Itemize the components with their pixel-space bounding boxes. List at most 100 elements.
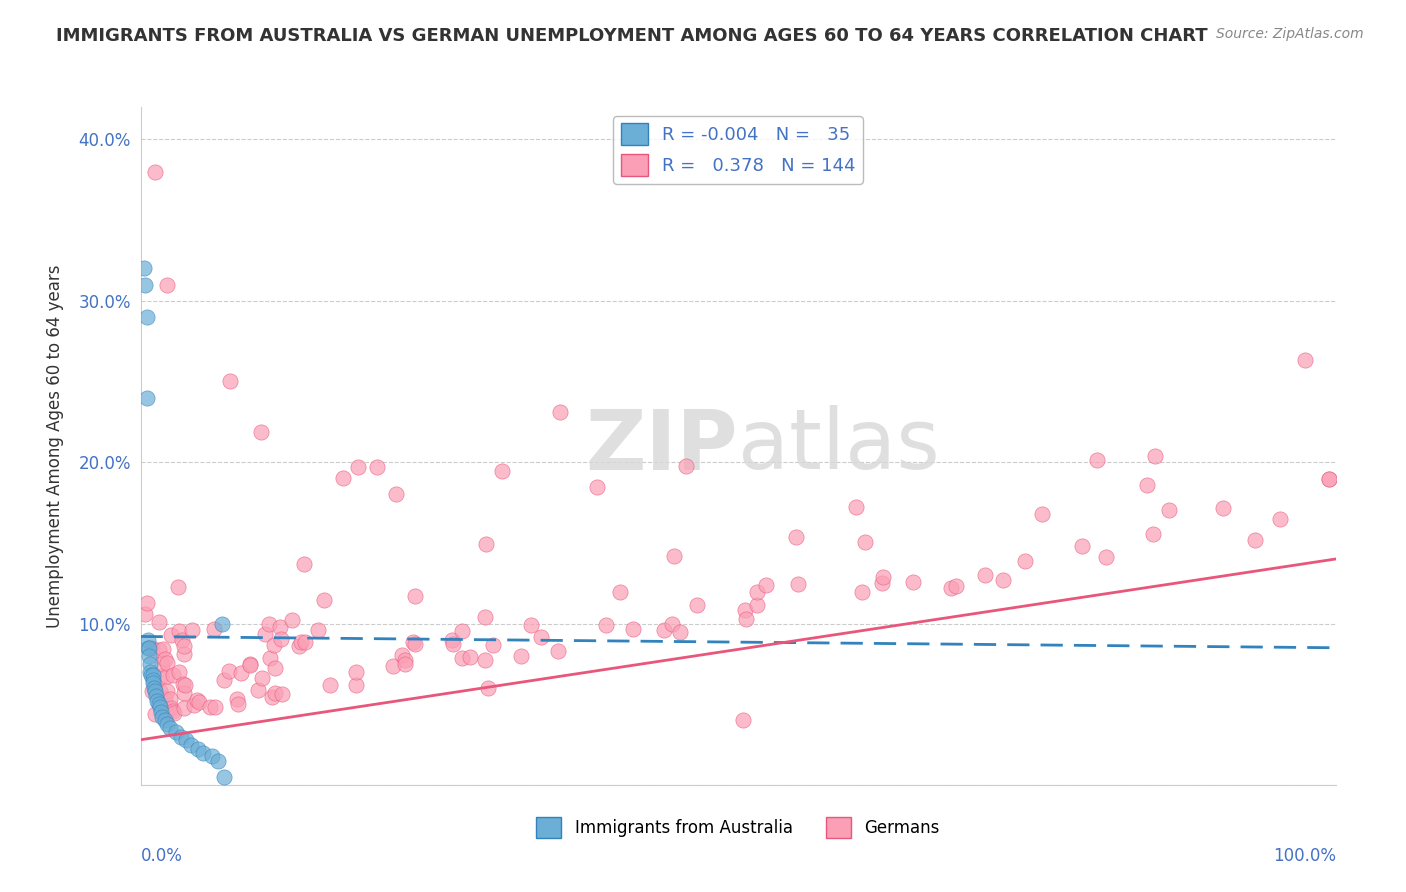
Point (160, 627, 183, 641)
Point (149, 700, 172, 714)
Point (162, 667, 184, 681)
Text: 0.0%: 0.0% (141, 847, 183, 865)
Point (135, 391, 157, 405)
Point (451, 651, 474, 665)
Point (394, 653, 416, 667)
Point (180, 624, 202, 638)
Point (259, 651, 281, 665)
Point (134, 277, 156, 292)
Y-axis label: Unemployment Among Ages 60 to 64 years: Unemployment Among Ages 60 to 64 years (46, 264, 65, 628)
Point (872, 570, 894, 584)
Point (1142, 527, 1164, 541)
Point (219, 375, 242, 389)
Point (141, 668, 163, 682)
Point (734, 602, 756, 616)
Point (174, 732, 197, 747)
Point (609, 584, 631, 599)
Point (991, 573, 1014, 587)
Point (945, 579, 967, 593)
Point (481, 638, 503, 652)
Point (149, 669, 172, 683)
Point (1031, 508, 1053, 522)
Point (159, 692, 181, 706)
Point (1071, 539, 1094, 553)
Point (153, 691, 176, 706)
Point (250, 425, 273, 440)
Point (264, 686, 287, 700)
Point (270, 632, 292, 647)
Point (139, 657, 162, 671)
Point (170, 633, 193, 648)
Point (903, 575, 925, 590)
Point (159, 701, 181, 715)
Point (474, 653, 496, 667)
Point (332, 471, 354, 485)
Point (262, 690, 284, 705)
Point (319, 678, 342, 692)
Point (288, 639, 311, 653)
Point (1144, 450, 1167, 464)
Point (187, 742, 209, 756)
Point (166, 724, 188, 739)
Point (1135, 477, 1157, 491)
Point (173, 686, 195, 700)
Point (166, 580, 188, 594)
Point (180, 738, 202, 752)
Point (853, 535, 876, 549)
Point (346, 665, 368, 680)
Point (148, 642, 170, 657)
Point (312, 593, 335, 607)
Point (212, 673, 235, 687)
Point (786, 577, 808, 591)
Point (167, 624, 190, 638)
Point (138, 648, 160, 663)
Point (402, 635, 425, 649)
Point (183, 698, 205, 713)
Point (172, 677, 194, 691)
Point (1014, 554, 1036, 568)
Point (207, 754, 229, 768)
Point (141, 668, 163, 682)
Point (254, 627, 277, 641)
Point (170, 730, 193, 744)
Point (394, 657, 416, 672)
Point (547, 643, 569, 657)
Text: ZIP: ZIP (586, 406, 738, 486)
Point (474, 610, 496, 624)
Point (155, 277, 177, 292)
Point (269, 620, 291, 634)
Point (381, 659, 404, 673)
Point (675, 459, 697, 474)
Point (156, 656, 179, 670)
Point (156, 669, 179, 683)
Point (156, 716, 179, 731)
Point (202, 622, 225, 636)
Point (200, 699, 222, 714)
Point (366, 459, 388, 474)
Point (191, 746, 214, 760)
Point (870, 575, 893, 590)
Point (973, 568, 995, 582)
Point (143, 684, 166, 698)
Point (586, 480, 609, 494)
Point (141, 673, 163, 687)
Point (252, 671, 274, 685)
Point (153, 651, 176, 665)
Point (239, 657, 262, 671)
Point (307, 624, 329, 638)
Point (211, 616, 233, 631)
Point (136, 640, 159, 655)
Point (226, 697, 249, 711)
Point (747, 585, 769, 599)
Text: atlas: atlas (738, 406, 939, 486)
Point (344, 678, 367, 692)
Point (135, 310, 157, 324)
Point (530, 630, 553, 644)
Legend: Immigrants from Australia, Germans: Immigrants from Australia, Germans (530, 811, 946, 845)
Point (1317, 472, 1340, 486)
Point (162, 704, 184, 718)
Point (139, 665, 162, 679)
Point (146, 694, 169, 708)
Point (150, 657, 173, 671)
Point (458, 650, 481, 665)
